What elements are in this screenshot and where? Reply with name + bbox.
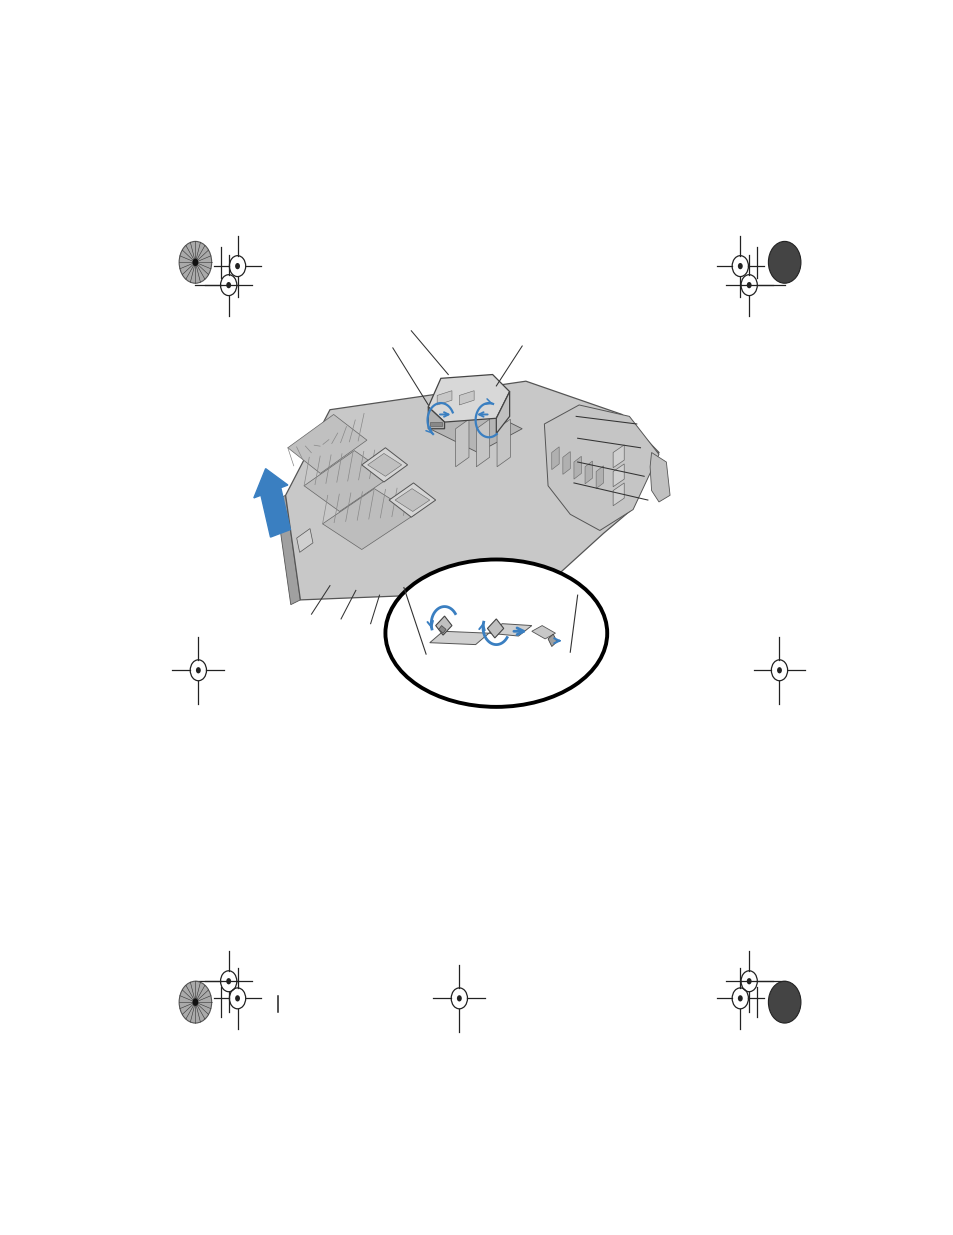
- Polygon shape: [531, 626, 555, 638]
- Polygon shape: [322, 489, 415, 550]
- Circle shape: [234, 995, 240, 1002]
- Circle shape: [179, 982, 212, 1023]
- Polygon shape: [547, 634, 557, 646]
- Polygon shape: [476, 419, 489, 467]
- Circle shape: [226, 282, 231, 288]
- Polygon shape: [296, 529, 313, 552]
- Polygon shape: [497, 419, 510, 467]
- Polygon shape: [487, 619, 503, 638]
- Polygon shape: [395, 489, 429, 511]
- Ellipse shape: [385, 559, 607, 706]
- Polygon shape: [496, 391, 509, 433]
- Polygon shape: [361, 448, 407, 482]
- Polygon shape: [436, 390, 452, 405]
- Polygon shape: [459, 390, 474, 405]
- Polygon shape: [466, 403, 479, 414]
- Circle shape: [737, 263, 742, 269]
- Polygon shape: [584, 461, 592, 484]
- Polygon shape: [613, 464, 623, 487]
- Polygon shape: [613, 445, 623, 468]
- Polygon shape: [649, 452, 669, 501]
- Circle shape: [195, 667, 200, 673]
- Circle shape: [737, 995, 742, 1002]
- Polygon shape: [389, 483, 436, 517]
- Polygon shape: [429, 405, 521, 452]
- Circle shape: [767, 982, 801, 1023]
- Polygon shape: [429, 422, 442, 426]
- Circle shape: [746, 978, 751, 984]
- Circle shape: [234, 263, 240, 269]
- Polygon shape: [429, 631, 488, 645]
- Polygon shape: [481, 398, 495, 409]
- Polygon shape: [596, 466, 603, 489]
- Polygon shape: [285, 382, 659, 600]
- Polygon shape: [613, 483, 623, 506]
- Polygon shape: [428, 406, 444, 429]
- Polygon shape: [452, 406, 465, 419]
- Polygon shape: [428, 374, 509, 422]
- Circle shape: [179, 241, 212, 283]
- Circle shape: [777, 667, 781, 673]
- FancyArrow shape: [253, 468, 290, 537]
- Polygon shape: [574, 456, 580, 479]
- Polygon shape: [436, 616, 452, 635]
- Polygon shape: [488, 624, 531, 636]
- Polygon shape: [436, 411, 450, 424]
- Polygon shape: [367, 453, 401, 477]
- Circle shape: [456, 995, 461, 1002]
- Polygon shape: [438, 626, 446, 634]
- Circle shape: [226, 978, 231, 984]
- Circle shape: [193, 998, 198, 1007]
- Circle shape: [767, 241, 801, 283]
- Circle shape: [746, 282, 751, 288]
- Polygon shape: [275, 495, 300, 605]
- Polygon shape: [551, 447, 558, 469]
- Circle shape: [193, 258, 198, 266]
- Polygon shape: [544, 405, 659, 531]
- Polygon shape: [304, 451, 391, 511]
- Polygon shape: [456, 419, 469, 467]
- Polygon shape: [288, 415, 367, 473]
- Polygon shape: [562, 452, 570, 474]
